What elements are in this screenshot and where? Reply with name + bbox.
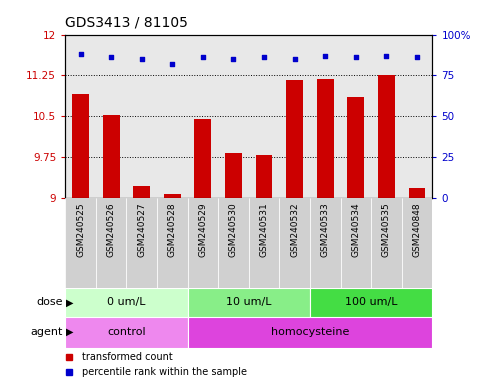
Point: [199, 55, 207, 61]
Bar: [310, 198, 341, 288]
Bar: [195, 119, 211, 198]
Text: transformed count: transformed count: [82, 352, 172, 362]
Bar: [103, 115, 119, 198]
Bar: [225, 153, 242, 198]
Text: 0 um/L: 0 um/L: [107, 297, 146, 308]
Bar: [187, 288, 310, 317]
Bar: [164, 194, 181, 198]
Text: GSM240531: GSM240531: [259, 202, 269, 257]
Text: GSM240530: GSM240530: [229, 202, 238, 257]
Bar: [127, 198, 157, 288]
Point: [291, 56, 298, 62]
Point: [169, 61, 176, 67]
Bar: [279, 198, 310, 288]
Bar: [72, 94, 89, 198]
Bar: [317, 79, 334, 198]
Text: GSM240848: GSM240848: [412, 202, 422, 257]
Text: GSM240526: GSM240526: [107, 202, 115, 257]
Text: ▶: ▶: [66, 327, 74, 337]
Bar: [65, 198, 96, 288]
Text: dose: dose: [36, 297, 63, 308]
Bar: [187, 317, 432, 348]
Bar: [133, 186, 150, 198]
Bar: [218, 198, 249, 288]
Point: [77, 51, 85, 57]
Bar: [187, 198, 218, 288]
Text: ▶: ▶: [66, 297, 74, 308]
Bar: [402, 198, 432, 288]
Bar: [310, 288, 432, 317]
Text: 100 um/L: 100 um/L: [345, 297, 398, 308]
Text: GSM240529: GSM240529: [199, 202, 207, 257]
Text: GSM240532: GSM240532: [290, 202, 299, 257]
Text: GSM240528: GSM240528: [168, 202, 177, 257]
Bar: [157, 198, 187, 288]
Text: control: control: [107, 327, 146, 337]
Text: GSM240533: GSM240533: [321, 202, 330, 257]
Point: [413, 55, 421, 61]
Point: [138, 56, 145, 62]
Point: [383, 53, 390, 59]
Bar: [96, 198, 127, 288]
Text: percentile rank within the sample: percentile rank within the sample: [82, 367, 247, 377]
Text: GSM240525: GSM240525: [76, 202, 85, 257]
Bar: [371, 198, 402, 288]
Text: GSM240534: GSM240534: [351, 202, 360, 257]
Bar: [378, 75, 395, 198]
Point: [352, 55, 360, 61]
Bar: [286, 80, 303, 198]
Bar: [347, 97, 364, 198]
Point: [107, 55, 115, 61]
Bar: [341, 198, 371, 288]
Bar: [256, 155, 272, 198]
Bar: [65, 317, 187, 348]
Point: [229, 56, 237, 62]
Text: agent: agent: [30, 327, 63, 337]
Point: [260, 55, 268, 61]
Text: 10 um/L: 10 um/L: [226, 297, 271, 308]
Text: GSM240527: GSM240527: [137, 202, 146, 257]
Bar: [409, 188, 426, 198]
Bar: [65, 288, 187, 317]
Point: [321, 53, 329, 59]
Text: GDS3413 / 81105: GDS3413 / 81105: [65, 15, 188, 29]
Text: homocysteine: homocysteine: [271, 327, 349, 337]
Text: GSM240535: GSM240535: [382, 202, 391, 257]
Bar: [249, 198, 279, 288]
